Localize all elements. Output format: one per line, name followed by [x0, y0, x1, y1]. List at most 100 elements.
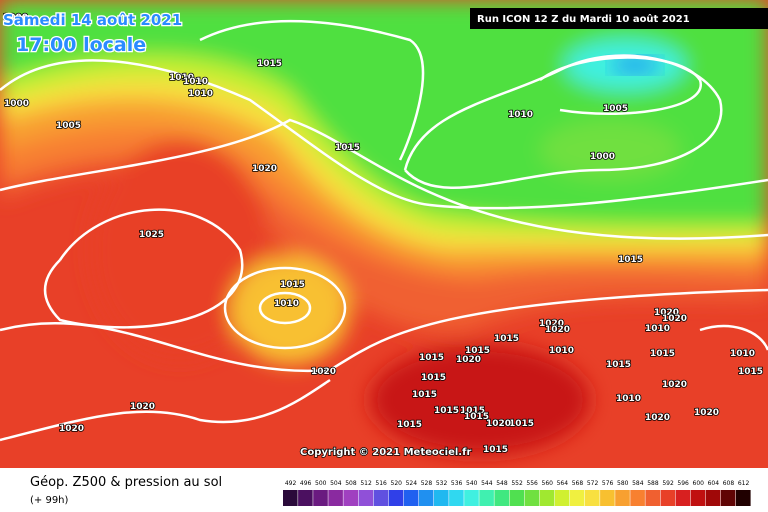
scale-label: 496 [300, 480, 312, 487]
scale-label: 504 [330, 480, 342, 487]
date: Samedi 14 août 2021 [3, 11, 182, 29]
isobar-label: 1010 [549, 346, 574, 356]
scale-label: 548 [496, 480, 508, 487]
scale-swatch [720, 490, 736, 506]
scale-swatch [539, 490, 555, 506]
scale-swatch [418, 490, 434, 506]
isobar-label: 1015 [464, 412, 489, 422]
isobars [0, 19, 768, 442]
isobar-label: 1020 [545, 325, 570, 335]
scale-swatch [434, 490, 449, 506]
isobar-label: 1015 [412, 390, 437, 400]
scale-label: 576 [602, 480, 614, 487]
scale-label: 556 [526, 480, 538, 487]
isobar-label: 1005 [603, 104, 628, 114]
isobar-label: 1020 [662, 380, 687, 390]
isobar-label: 1020 [486, 419, 511, 429]
scale-swatch [358, 490, 374, 506]
scale-swatch [298, 490, 313, 506]
scale-swatch [600, 490, 615, 506]
scale-label: 580 [617, 480, 629, 487]
scale-label: 564 [557, 480, 569, 487]
isobar-label: 1015 [257, 59, 282, 69]
isobar-label: 1020 [252, 164, 277, 174]
isobar-label: 1015 [618, 255, 643, 265]
scale-swatch [479, 490, 494, 506]
scale-swatch [705, 490, 721, 506]
scale-swatch [373, 490, 389, 506]
isobar-label: 1010 [645, 324, 670, 334]
lead-time: (+ 99h) [30, 495, 69, 506]
scale-label: 568 [572, 480, 584, 487]
isobar-label: 1015 [509, 419, 534, 429]
isobar-label: 1020 [59, 424, 84, 434]
scale-swatch [660, 490, 676, 506]
scale-label: 544 [481, 480, 493, 487]
scale-swatch [675, 490, 691, 506]
isobar-label: 1015 [419, 353, 444, 363]
scale-swatch [464, 490, 479, 506]
scale-label: 604 [708, 480, 720, 487]
isobar-label: 1000 [590, 152, 615, 162]
scale-label: 572 [587, 480, 599, 487]
scale-label: 600 [693, 480, 705, 487]
scale-label: 524 [406, 480, 418, 487]
isobar-label: 1020 [694, 408, 719, 418]
isobar-label: 1015 [434, 406, 459, 416]
isobar-label: 1020 [539, 319, 564, 329]
scale-label: 612 [738, 480, 750, 487]
isobar-label: 1020 [662, 314, 687, 324]
isobar-label: 1020 [654, 308, 679, 318]
scale-swatch [585, 490, 600, 506]
isobar-label: 1015 [606, 360, 631, 370]
scale-swatch [343, 490, 358, 506]
scale-swatch [630, 490, 645, 506]
isobar-label: 1020 [130, 402, 155, 412]
isobar-label: 1010 [183, 77, 208, 87]
scale-label: 588 [647, 480, 659, 487]
isobar-label: 1015 [421, 373, 446, 383]
scale-swatch [509, 490, 525, 506]
scale-swatch [328, 490, 343, 506]
isobar-label: 1015 [397, 420, 422, 430]
isobar-label: 1010 [274, 299, 299, 309]
scale-label: 552 [511, 480, 523, 487]
isobar-label: 1010 [730, 349, 755, 359]
isobar-label: 1025 [139, 230, 164, 240]
scale-label: 520 [391, 480, 403, 487]
copyright: Copyright © 2021 Meteociel.fr [300, 447, 471, 458]
scale-label: 560 [542, 480, 554, 487]
scale-swatch [388, 490, 404, 506]
scale-swatch [524, 490, 540, 506]
isobar-label: 1020 [456, 355, 481, 365]
scale-label: 528 [421, 480, 433, 487]
scale-label: 592 [662, 480, 674, 487]
isobar-label: 1010 [188, 89, 213, 99]
isobar-label: 1015 [650, 349, 675, 359]
scale-swatch [615, 490, 630, 506]
scale-swatch [569, 490, 585, 506]
scale-label: 532 [436, 480, 448, 487]
scale-swatch [283, 490, 298, 506]
isobar-label: 1015 [335, 143, 360, 153]
isobar-label: 1015 [483, 445, 508, 455]
color-scale: 492 496 500 504 508 512 516 520 524 528 532 536 540 5… [283, 480, 751, 506]
field [0, 0, 768, 468]
scale-label: 516 [375, 480, 387, 487]
scale-label: 492 [285, 480, 297, 487]
isobar-label: 1015 [738, 367, 763, 377]
isobar-label: 1005 [56, 121, 81, 131]
scale-label: 500 [315, 480, 327, 487]
scale-swatch [403, 490, 419, 506]
isobar-label: 1020 [311, 367, 336, 377]
legend-title: Géop. Z500 & pression au sol [30, 475, 222, 490]
scale-swatch [736, 490, 751, 506]
scale-swatch [494, 490, 509, 506]
scale-swatch [645, 490, 660, 506]
isobar-label: 1015 [465, 346, 490, 356]
isobar-label: 1000 [3, 13, 28, 23]
scale-label: 584 [632, 480, 644, 487]
scale-swatch [449, 490, 464, 506]
